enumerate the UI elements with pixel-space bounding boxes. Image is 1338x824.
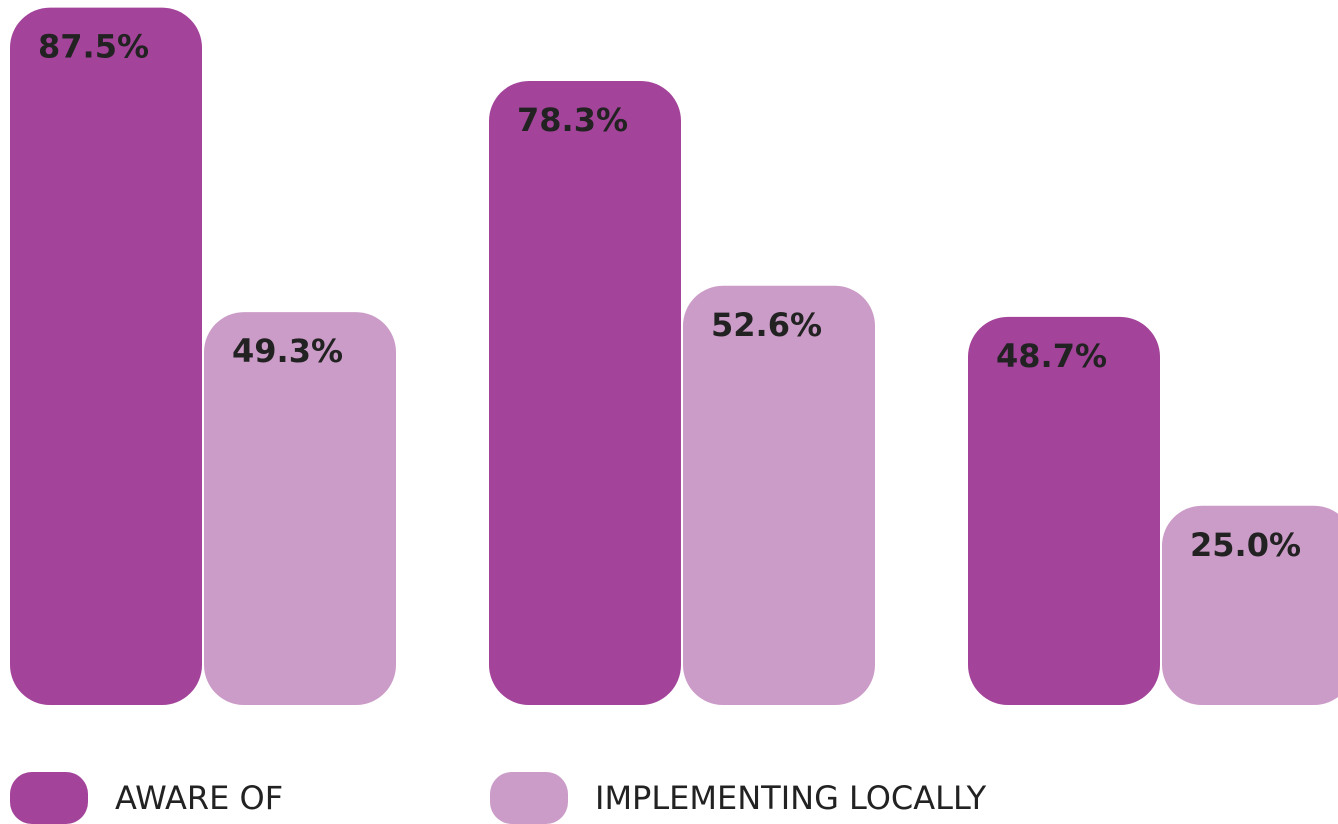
- value-label: 52.6%: [711, 306, 822, 344]
- legend-label: IMPLEMENTING LOCALLY: [595, 779, 987, 817]
- bar: [10, 7, 202, 705]
- bar: [489, 80, 681, 706]
- bar: [204, 312, 396, 705]
- value-label: 87.5%: [38, 28, 149, 66]
- bar: [1162, 505, 1338, 705]
- legend-swatch: [10, 772, 88, 824]
- legend-label: AWARE OF: [115, 779, 283, 817]
- value-label: 48.7%: [996, 337, 1107, 375]
- value-label: 49.3%: [232, 332, 343, 370]
- legend-swatch: [490, 772, 568, 824]
- value-label: 25.0%: [1190, 526, 1301, 564]
- bar: [683, 285, 875, 705]
- bar: [968, 316, 1160, 705]
- value-label: 78.3%: [517, 101, 628, 139]
